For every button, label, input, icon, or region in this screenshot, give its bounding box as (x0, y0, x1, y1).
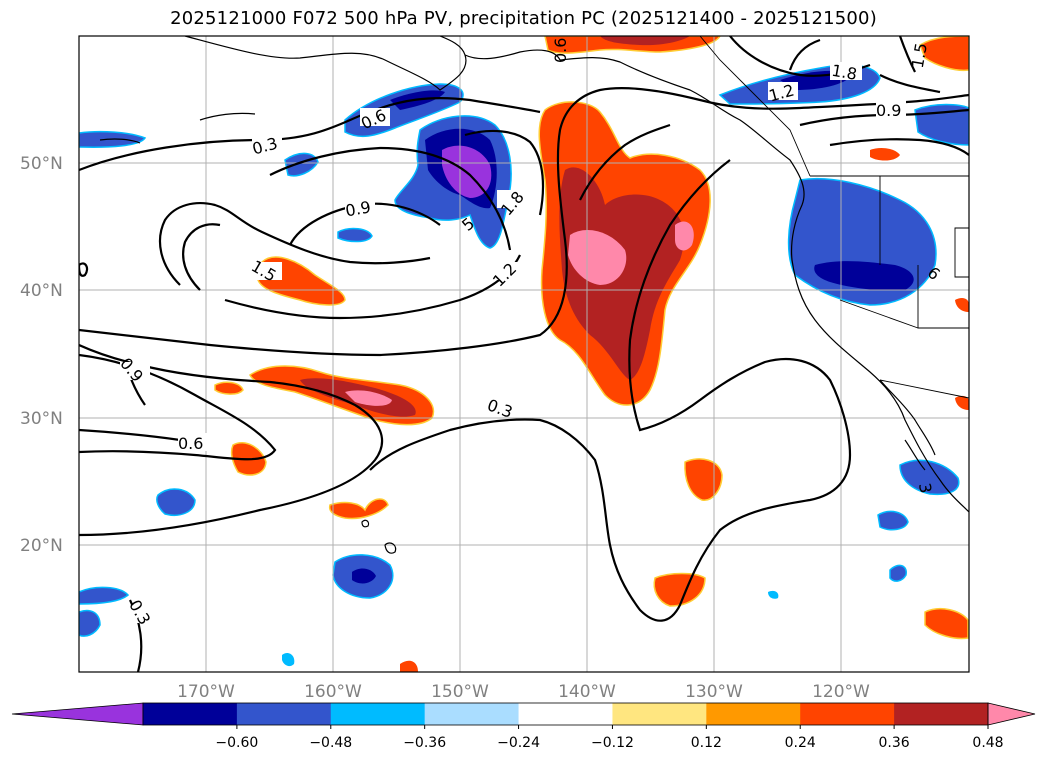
precip-blob-small5 (653, 572, 706, 607)
precip-neg-small8 (877, 510, 909, 531)
colorbar-segment (236, 703, 332, 725)
colorbar-extend-left (11, 702, 144, 726)
precip-neg-small3 (156, 488, 196, 516)
precip-blob-central-core (559, 167, 684, 380)
map-frame (78, 35, 970, 673)
colorbar-tick-label: 0.36 (879, 735, 910, 751)
precip-blob-top-core (600, 36, 690, 46)
precip-negative-regions (79, 64, 969, 667)
precip-blob-small3 (328, 498, 389, 520)
precip-neg-small6 (79, 609, 101, 637)
precip-blob-small4 (684, 458, 723, 501)
latitude-labels: 50°N 40°N 30°N 20°N (20, 154, 63, 556)
contour-label: 0.9 (344, 197, 372, 220)
colorbar-extend-right (987, 702, 1036, 726)
lon-label-150w: 150°W (431, 682, 489, 702)
colorbar-tick-label: −0.48 (309, 735, 352, 751)
colorbar-tick-label: 0.24 (785, 735, 816, 751)
colorbar-segment (894, 703, 989, 725)
map-title: 2025121000 F072 500 hPa PV, precipitatio… (170, 8, 877, 29)
lon-label-140w: 140°W (558, 682, 616, 702)
precip-blob-central-peak2 (675, 221, 694, 251)
precip-blob-small6 (924, 608, 969, 640)
contour-label: 0.9 (876, 101, 901, 120)
precip-neg-right (914, 103, 969, 146)
precip-neg-small4-core (352, 568, 376, 584)
lon-label-160w: 160°W (304, 682, 362, 702)
colorbar-tick-label: −0.36 (403, 735, 446, 751)
contour-label: 1.5 (908, 41, 931, 69)
colorbar-segment (143, 703, 238, 725)
precip-blob-small8 (870, 147, 900, 161)
colorbar-segment (330, 703, 426, 725)
precip-blob-central-peak (568, 230, 627, 285)
colorbar-outline (142, 702, 989, 726)
contour-label: 0.6 (178, 434, 203, 453)
precip-blob-small1 (214, 381, 244, 395)
colorbar-segment (706, 703, 801, 725)
precip-neg-small10 (282, 653, 295, 667)
precip-neg-small1 (337, 227, 373, 243)
lat-label-50n: 50°N (20, 154, 63, 174)
colorbar-tick-label: 0.12 (691, 735, 722, 751)
contour-label: 3 (915, 481, 935, 494)
graticule (79, 36, 969, 672)
colorbar-ticks: −0.60 −0.48 −0.36 −0.24 −0.12 0.12 0.24 0.36 0.4… (215, 725, 1004, 751)
precip-neg-small11 (768, 590, 779, 599)
lat-label-30n: 30°N (20, 409, 63, 429)
colorbar-segment (800, 703, 895, 725)
contour-label: 1.8 (830, 61, 858, 84)
precip-neg-small5 (79, 586, 130, 605)
precip-blob-small10 (955, 395, 969, 410)
lat-label-40n: 40°N (20, 281, 63, 301)
precip-neg-ca-core (814, 261, 914, 291)
colorbar-segment (424, 703, 520, 725)
precip-blob-small7 (400, 660, 418, 672)
coastlines (99, 36, 969, 554)
map-area (79, 36, 969, 672)
lat-label-20n: 20°N (20, 536, 63, 556)
precip-blob-topright (919, 36, 969, 72)
lon-label-120w: 120°W (812, 682, 870, 702)
colorbar-tick-label: −0.24 (497, 735, 540, 751)
political-borders (699, 36, 969, 399)
lon-label-170w: 170°W (177, 682, 235, 702)
colorbar-tick-label: 0.48 (972, 735, 1003, 751)
colorbar-tick-label: −0.60 (215, 735, 258, 751)
precip-blob-30n-peak (345, 390, 392, 406)
colorbar-tick-label: −0.12 (591, 735, 634, 751)
contour-label: 0.6 (551, 38, 570, 63)
colorbar-segment (518, 703, 613, 725)
precip-blob-small9 (955, 297, 969, 312)
precip-neg-small9 (889, 564, 907, 582)
lon-label-130w: 130°W (685, 682, 743, 702)
colorbar-segment (612, 703, 707, 725)
colorbar (11, 702, 1036, 726)
longitude-labels: 170°W 160°W 150°W 140°W 130°W 120°W (177, 682, 870, 702)
